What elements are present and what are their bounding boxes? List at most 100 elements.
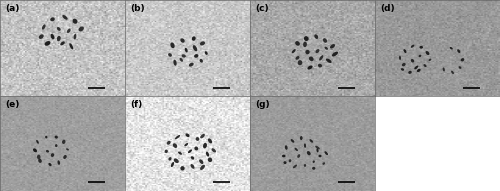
Ellipse shape <box>290 139 294 143</box>
Ellipse shape <box>450 47 453 49</box>
Ellipse shape <box>309 57 314 61</box>
Ellipse shape <box>208 138 212 143</box>
Ellipse shape <box>404 49 406 53</box>
Ellipse shape <box>298 60 302 65</box>
Text: (b): (b) <box>130 4 144 13</box>
Text: (e): (e) <box>5 100 20 109</box>
Ellipse shape <box>171 162 174 167</box>
Ellipse shape <box>332 52 338 56</box>
Ellipse shape <box>442 67 445 71</box>
Ellipse shape <box>426 51 430 55</box>
Ellipse shape <box>180 58 183 62</box>
Ellipse shape <box>288 159 292 162</box>
Ellipse shape <box>55 144 58 147</box>
Ellipse shape <box>67 29 70 33</box>
Ellipse shape <box>173 143 177 148</box>
Text: (f): (f) <box>130 100 142 109</box>
Ellipse shape <box>178 152 182 155</box>
Ellipse shape <box>48 163 51 166</box>
Ellipse shape <box>50 34 54 39</box>
Ellipse shape <box>304 36 308 41</box>
Ellipse shape <box>185 48 188 53</box>
Ellipse shape <box>54 136 58 139</box>
Ellipse shape <box>58 160 60 165</box>
Ellipse shape <box>414 66 418 69</box>
Ellipse shape <box>460 58 464 62</box>
Ellipse shape <box>304 143 306 148</box>
Ellipse shape <box>180 38 184 43</box>
Ellipse shape <box>200 165 205 170</box>
Ellipse shape <box>458 66 462 69</box>
Ellipse shape <box>326 58 332 63</box>
Ellipse shape <box>410 45 414 48</box>
Ellipse shape <box>184 143 188 146</box>
Ellipse shape <box>205 51 208 55</box>
Ellipse shape <box>318 155 322 157</box>
Ellipse shape <box>304 164 306 167</box>
Ellipse shape <box>316 49 320 53</box>
Ellipse shape <box>194 146 198 151</box>
Ellipse shape <box>316 148 318 152</box>
Ellipse shape <box>44 41 51 46</box>
Ellipse shape <box>174 60 176 66</box>
Ellipse shape <box>200 41 205 45</box>
Ellipse shape <box>51 153 54 157</box>
Ellipse shape <box>298 154 300 158</box>
Ellipse shape <box>174 158 179 163</box>
Ellipse shape <box>72 19 78 24</box>
Ellipse shape <box>62 15 68 20</box>
Ellipse shape <box>451 71 454 74</box>
Ellipse shape <box>324 151 328 155</box>
Ellipse shape <box>190 164 194 169</box>
Ellipse shape <box>60 41 65 45</box>
Text: (a): (a) <box>5 4 20 13</box>
Ellipse shape <box>78 26 84 32</box>
Ellipse shape <box>206 152 209 157</box>
Ellipse shape <box>314 34 318 39</box>
Ellipse shape <box>74 34 76 40</box>
Ellipse shape <box>164 150 168 153</box>
Ellipse shape <box>200 134 205 138</box>
Ellipse shape <box>212 148 216 152</box>
Ellipse shape <box>324 47 328 50</box>
Ellipse shape <box>196 137 200 141</box>
Ellipse shape <box>402 63 406 66</box>
Ellipse shape <box>296 56 300 60</box>
Ellipse shape <box>42 24 45 30</box>
Ellipse shape <box>66 148 69 151</box>
Ellipse shape <box>401 68 404 71</box>
Ellipse shape <box>192 36 196 41</box>
Ellipse shape <box>70 43 73 49</box>
Ellipse shape <box>308 66 312 70</box>
Ellipse shape <box>199 159 203 164</box>
Ellipse shape <box>307 151 310 155</box>
Ellipse shape <box>208 158 212 162</box>
Ellipse shape <box>293 165 297 168</box>
Ellipse shape <box>203 143 207 148</box>
Ellipse shape <box>319 55 324 61</box>
Ellipse shape <box>188 150 192 153</box>
Ellipse shape <box>295 41 300 46</box>
Ellipse shape <box>315 146 320 149</box>
Ellipse shape <box>50 17 55 21</box>
Ellipse shape <box>33 148 37 152</box>
Ellipse shape <box>39 34 44 39</box>
Ellipse shape <box>57 27 60 31</box>
Text: (c): (c) <box>255 4 268 13</box>
Ellipse shape <box>168 53 172 57</box>
Ellipse shape <box>285 145 288 150</box>
Ellipse shape <box>303 42 307 47</box>
Ellipse shape <box>186 133 190 137</box>
Ellipse shape <box>284 161 286 164</box>
Ellipse shape <box>322 162 325 165</box>
Ellipse shape <box>310 139 313 143</box>
Ellipse shape <box>399 56 401 60</box>
Ellipse shape <box>57 36 60 41</box>
Text: (d): (d) <box>380 4 394 13</box>
Ellipse shape <box>300 136 302 140</box>
Ellipse shape <box>292 49 296 53</box>
Ellipse shape <box>312 167 316 170</box>
Ellipse shape <box>417 69 420 72</box>
Ellipse shape <box>318 64 322 67</box>
Ellipse shape <box>63 155 67 159</box>
